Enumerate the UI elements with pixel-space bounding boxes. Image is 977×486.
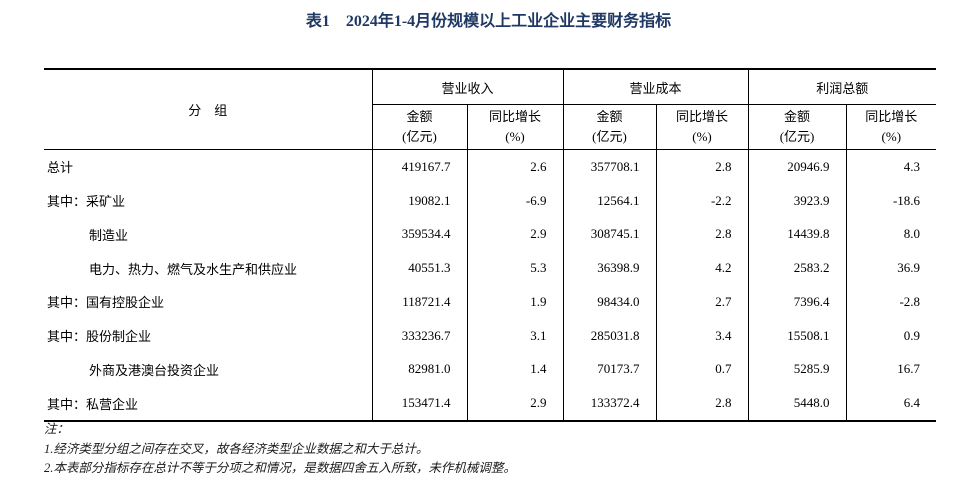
row-label: 制造业	[44, 217, 373, 252]
profit-amount: 7396.4	[748, 285, 847, 319]
revenue-amount: 153471.4	[372, 386, 468, 421]
notes-heading: 注：	[44, 422, 70, 436]
profit-amount: 14439.8	[748, 217, 847, 252]
column-header-cost: 营业成本	[563, 69, 749, 105]
row-label: 其中：国有控股企业	[44, 285, 373, 319]
table-row-mining: 其中：采矿业 19082.1 -6.9 12564.1 -2.2 3923.9 …	[44, 183, 936, 218]
table-row-state-owned: 其中：国有控股企业 118721.4 1.9 98434.0 2.7 7396.…	[44, 285, 936, 319]
profit-amount: 3923.9	[748, 183, 847, 218]
profit-growth: 0.9	[903, 327, 921, 343]
profit-growth: -18.6	[892, 192, 921, 208]
column-header-cost-growth: 同比增长 (%)	[656, 104, 749, 150]
revenue-amount: 40551.3	[372, 251, 468, 285]
cost-amount: 133372.4	[563, 386, 657, 421]
cost-growth: 2.8	[656, 217, 749, 252]
cost-growth: -2.2	[656, 183, 749, 218]
sub-header-line: 同比增长	[489, 109, 542, 124]
note-line-1: 1.经济类型分组之间存在交叉，故各经济类型企业数据之和大于总计。	[44, 441, 429, 456]
sub-header-line: 同比增长	[676, 109, 729, 124]
revenue-amount: 333236.7	[372, 318, 468, 353]
profit-growth: 8.0	[903, 226, 921, 242]
table-row-private: 其中：私营企业 153471.4 2.9 133372.4 2.8 5448.0…	[44, 386, 936, 421]
column-header-profit-amount: 金额 (亿元)	[748, 104, 847, 150]
sub-header-line: (亿元)	[592, 129, 627, 144]
revenue-growth: 5.3	[467, 251, 564, 285]
column-header-profit: 利润总额	[748, 69, 937, 105]
header-row-subcolumns: 金额 (亿元) 同比增长 (%) 金额 (亿元) 同比增长 (%) 金额 (	[44, 104, 937, 150]
cost-amount: 285031.8	[563, 318, 657, 353]
table-row-joint-stock: 其中：股份制企业 333236.7 3.1 285031.8 3.4 15508…	[44, 318, 936, 353]
revenue-amount: 359534.4	[372, 217, 468, 252]
column-header-group: 分 组	[44, 69, 373, 150]
revenue-amount: 118721.4	[372, 285, 468, 319]
revenue-amount: 19082.1	[372, 183, 468, 218]
cost-growth: 2.8	[656, 386, 749, 421]
cost-amount: 308745.1	[563, 217, 657, 252]
sub-header-line: 同比增长	[865, 109, 918, 124]
table-row-total: 总计 419167.7 2.6 357708.1 2.8 20946.9 4.3	[44, 149, 936, 184]
profit-growth: 4.3	[903, 158, 921, 174]
cost-growth: 0.7	[656, 352, 749, 387]
sub-header-line: 金额	[596, 109, 623, 124]
revenue-growth: -6.9	[467, 183, 564, 218]
table-row-foreign-invested: 外商及港澳台投资企业 82981.0 1.4 70173.7 0.7 5285.…	[44, 352, 936, 387]
revenue-growth: 2.9	[467, 386, 564, 421]
financial-indicators-table: 分 组 营业收入 营业成本 利润总额 金额 (亿元) 同比增长 (%) 金额 (…	[44, 68, 937, 422]
cost-amount: 98434.0	[563, 285, 657, 319]
page-title: 表1 2024年1-4月份规模以上工业企业主要财务指标	[305, 13, 672, 30]
table-notes: 注： 1.经济类型分组之间存在交叉，故各经济类型企业数据之和大于总计。 2.本表…	[44, 420, 516, 479]
revenue-amount: 82981.0	[372, 352, 468, 387]
profit-amount: 5285.9	[748, 352, 847, 387]
revenue-growth: 2.6	[467, 149, 564, 184]
sub-header-line: (%)	[881, 129, 902, 144]
column-header-cost-amount: 金额 (亿元)	[563, 104, 657, 150]
profit-growth: -2.8	[899, 293, 921, 309]
revenue-growth: 2.9	[467, 217, 564, 252]
sub-header-line: (%)	[692, 129, 712, 144]
profit-amount: 15508.1	[748, 318, 847, 353]
note-line-2: 2.本表部分指标存在总计不等于分项之和情况，是数据四舍五入所致，未作机械调整。	[44, 461, 516, 475]
cost-growth: 3.4	[656, 318, 749, 353]
revenue-amount: 419167.7	[372, 149, 468, 184]
row-label: 外商及港澳台投资企业	[44, 352, 373, 387]
sub-header-line: (%)	[505, 129, 525, 144]
header-row-groups: 分 组 营业收入 营业成本 利润总额	[44, 69, 937, 150]
profit-growth: 6.4	[903, 395, 921, 411]
cost-amount: 12564.1	[563, 183, 657, 218]
cost-amount: 70173.7	[563, 352, 657, 387]
table-row-utilities: 电力、热力、燃气及水生产和供应业 40551.3 5.3 36398.9 4.2…	[44, 251, 936, 285]
profit-growth: 16.7	[897, 361, 921, 377]
column-header-profit-growth: 同比增长 (%)	[846, 104, 937, 150]
row-label: 电力、热力、燃气及水生产和供应业	[44, 251, 373, 285]
row-label: 总计	[44, 149, 373, 184]
table-row-manufacturing: 制造业 359534.4 2.9 308745.1 2.8 14439.8 8.…	[44, 217, 936, 252]
cost-growth: 2.7	[656, 285, 749, 319]
profit-amount: 2583.2	[748, 251, 847, 285]
row-label: 其中：采矿业	[44, 183, 373, 218]
sub-header-line: 金额	[784, 109, 811, 124]
cost-amount: 36398.9	[563, 251, 657, 285]
cost-amount: 357708.1	[563, 149, 657, 184]
sub-header-line: (亿元)	[402, 129, 437, 144]
column-header-revenue-amount: 金额 (亿元)	[372, 104, 468, 150]
sub-header-line: 金额	[406, 109, 433, 124]
column-header-revenue: 营业收入	[372, 69, 564, 105]
column-header-revenue-growth: 同比增长 (%)	[467, 104, 564, 150]
row-label: 其中：股份制企业	[44, 318, 373, 353]
revenue-growth: 3.1	[467, 318, 564, 353]
cost-growth: 2.8	[656, 149, 749, 184]
revenue-growth: 1.9	[467, 285, 564, 319]
profit-growth: 36.9	[897, 260, 921, 276]
sub-header-line: (亿元)	[779, 129, 815, 144]
revenue-growth: 1.4	[467, 352, 564, 387]
profit-amount: 5448.0	[748, 386, 847, 421]
row-label: 其中：私营企业	[44, 386, 373, 421]
cost-growth: 4.2	[656, 251, 749, 285]
profit-amount: 20946.9	[748, 149, 847, 184]
